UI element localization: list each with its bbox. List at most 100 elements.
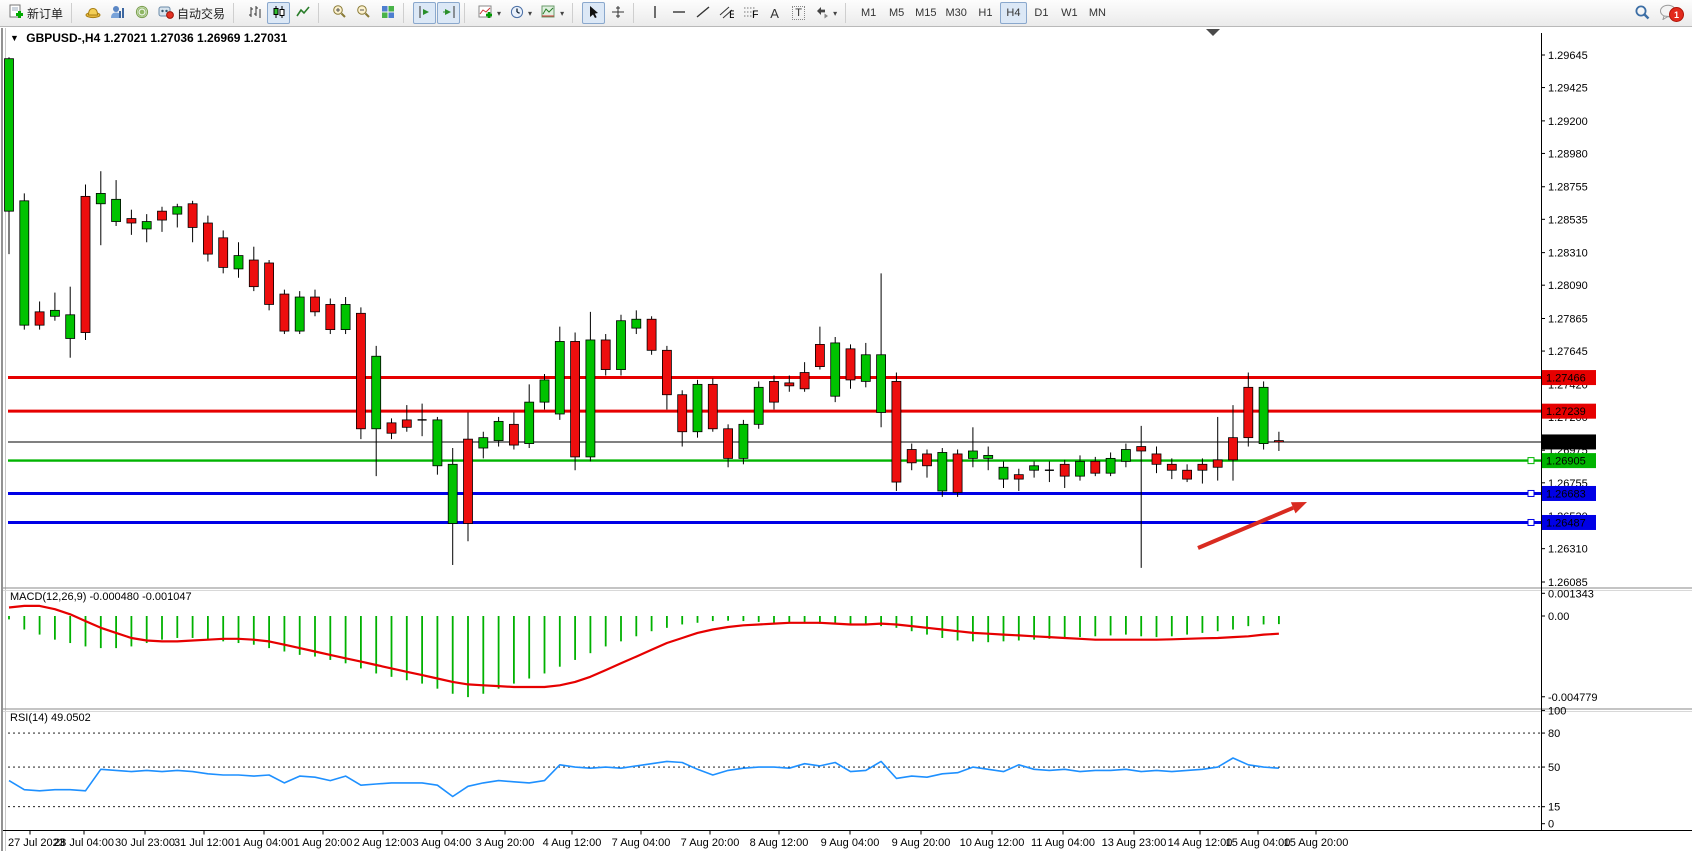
timeframe-d1-button[interactable]: D1 bbox=[1028, 2, 1055, 24]
timeframe-m15-button[interactable]: M15 bbox=[911, 2, 940, 24]
separator bbox=[633, 3, 638, 23]
time-tick-label: 1 Aug 20:00 bbox=[294, 837, 353, 849]
periods-button[interactable]: ▾ bbox=[506, 2, 536, 24]
timeframe-label: H4 bbox=[1006, 7, 1021, 19]
price-tick-label: 1.28755 bbox=[1548, 182, 1588, 194]
timeframe-h4-button[interactable]: H4 bbox=[999, 2, 1027, 24]
timeframe-h1-button[interactable]: H1 bbox=[972, 2, 999, 24]
periods-icon bbox=[510, 5, 524, 22]
auto-trading-button[interactable]: 自动交易 bbox=[154, 2, 229, 24]
candle bbox=[248, 259, 259, 288]
svg-text:F: F bbox=[752, 9, 758, 19]
line-handle[interactable] bbox=[1527, 518, 1535, 526]
price-tick-label: 1.29200 bbox=[1548, 116, 1588, 128]
macd-signal-line bbox=[8, 604, 1279, 689]
time-tick-label: 9 Aug 04:00 bbox=[821, 837, 880, 849]
horizontal-line-icon bbox=[672, 6, 686, 20]
text-button[interactable]: A bbox=[763, 2, 786, 24]
separator bbox=[403, 3, 408, 23]
timeframe-w1-button[interactable]: W1 bbox=[1056, 2, 1083, 24]
crosshair-button[interactable] bbox=[606, 2, 629, 24]
chart-shift-button[interactable] bbox=[437, 2, 461, 24]
search-button[interactable] bbox=[1630, 2, 1654, 24]
time-tick-label: 7 Aug 04:00 bbox=[612, 837, 671, 849]
equidistant-channel-button[interactable]: E bbox=[715, 2, 738, 24]
zoom-out-button[interactable] bbox=[352, 2, 375, 24]
text-label-button[interactable]: T bbox=[787, 2, 810, 24]
arrows-button[interactable]: ▾ bbox=[811, 2, 841, 24]
trendline-button[interactable] bbox=[691, 2, 714, 24]
horizontal-line-button[interactable] bbox=[667, 2, 690, 24]
time-tick-label: 8 Aug 12:00 bbox=[750, 837, 809, 849]
price-badge bbox=[1542, 485, 1596, 501]
fibonacci-icon: F bbox=[743, 5, 759, 22]
candle bbox=[1258, 386, 1269, 444]
time-tick-label: 7 Aug 20:00 bbox=[681, 837, 740, 849]
collapse-triangle-icon[interactable]: ▼ bbox=[10, 33, 19, 43]
rsi-line bbox=[8, 757, 1279, 798]
chevron-down-icon: ▾ bbox=[833, 8, 838, 18]
candle bbox=[662, 349, 672, 396]
fibonacci-button[interactable]: F bbox=[739, 2, 762, 24]
chart-shift-icon bbox=[442, 5, 456, 22]
candle bbox=[65, 314, 76, 339]
time-tick-label: 13 Aug 23:00 bbox=[1102, 837, 1167, 849]
candle bbox=[723, 428, 733, 459]
candle bbox=[1075, 460, 1085, 477]
trend-arrow-annotation[interactable] bbox=[1197, 502, 1307, 550]
candle bbox=[340, 304, 351, 330]
time-tick-label: 3 Aug 04:00 bbox=[413, 837, 472, 849]
mql5-market-icon bbox=[85, 5, 101, 22]
line-handle[interactable] bbox=[1527, 489, 1535, 497]
price-tick-label: 1.26310 bbox=[1548, 544, 1588, 556]
candle bbox=[34, 311, 45, 326]
price-badge bbox=[1542, 514, 1596, 530]
candle bbox=[218, 237, 229, 268]
cursor-button[interactable] bbox=[582, 2, 606, 24]
time-tick-label: 11 Aug 04:00 bbox=[1031, 837, 1095, 849]
timeframe-label: M30 bbox=[945, 7, 967, 19]
candle bbox=[187, 203, 198, 228]
signals-button[interactable] bbox=[106, 2, 129, 24]
timeframe-m30-button[interactable]: M30 bbox=[942, 2, 971, 24]
line-handle[interactable] bbox=[1527, 457, 1535, 465]
templates-button[interactable]: ▾ bbox=[537, 2, 568, 24]
chat-button[interactable]: 1 bbox=[1655, 2, 1684, 24]
vertical-line-button[interactable] bbox=[643, 2, 666, 24]
line-chart-button[interactable] bbox=[291, 2, 314, 24]
price-tick-label: 1.29645 bbox=[1548, 50, 1588, 62]
new-order-icon bbox=[9, 4, 24, 22]
chart-shift-marker-icon[interactable] bbox=[1206, 29, 1220, 36]
tile-windows-button[interactable] bbox=[376, 2, 399, 24]
horizontal-lines bbox=[8, 376, 1541, 526]
candle bbox=[1059, 463, 1070, 477]
new-order-label: 新订单 bbox=[27, 6, 64, 21]
price-axis[interactable]: 1.29645 1.29425 1.29200 1.28980 1.28755 1.285… bbox=[1541, 50, 1596, 589]
bar-chart-button[interactable] bbox=[243, 2, 266, 24]
candle bbox=[876, 354, 886, 413]
candlestick-chart-button[interactable] bbox=[267, 2, 291, 24]
candle bbox=[646, 318, 657, 351]
price-badge-label: 1.27239 bbox=[1546, 406, 1586, 418]
timeframe-mn-button[interactable]: MN bbox=[1084, 2, 1111, 24]
timeframe-m5-button[interactable]: M5 bbox=[883, 2, 910, 24]
candle bbox=[922, 453, 932, 467]
indicators-icon bbox=[478, 5, 493, 22]
zoom-in-button[interactable] bbox=[328, 2, 351, 24]
candle bbox=[845, 348, 856, 381]
indicators-button[interactable]: ▾ bbox=[474, 2, 505, 24]
timeframe-m1-button[interactable]: M1 bbox=[855, 2, 882, 24]
candle bbox=[447, 463, 458, 524]
candle bbox=[1197, 463, 1208, 471]
news-button[interactable] bbox=[130, 2, 153, 24]
arrows-icon bbox=[815, 5, 829, 22]
timeframe-label: M1 bbox=[860, 7, 877, 19]
new-order-button[interactable]: 新订单 bbox=[5, 2, 67, 24]
news-icon bbox=[135, 5, 149, 22]
auto-scroll-button[interactable] bbox=[413, 2, 437, 24]
mql5-market-button[interactable] bbox=[81, 2, 105, 24]
candle bbox=[355, 312, 366, 430]
candle bbox=[1243, 386, 1254, 439]
